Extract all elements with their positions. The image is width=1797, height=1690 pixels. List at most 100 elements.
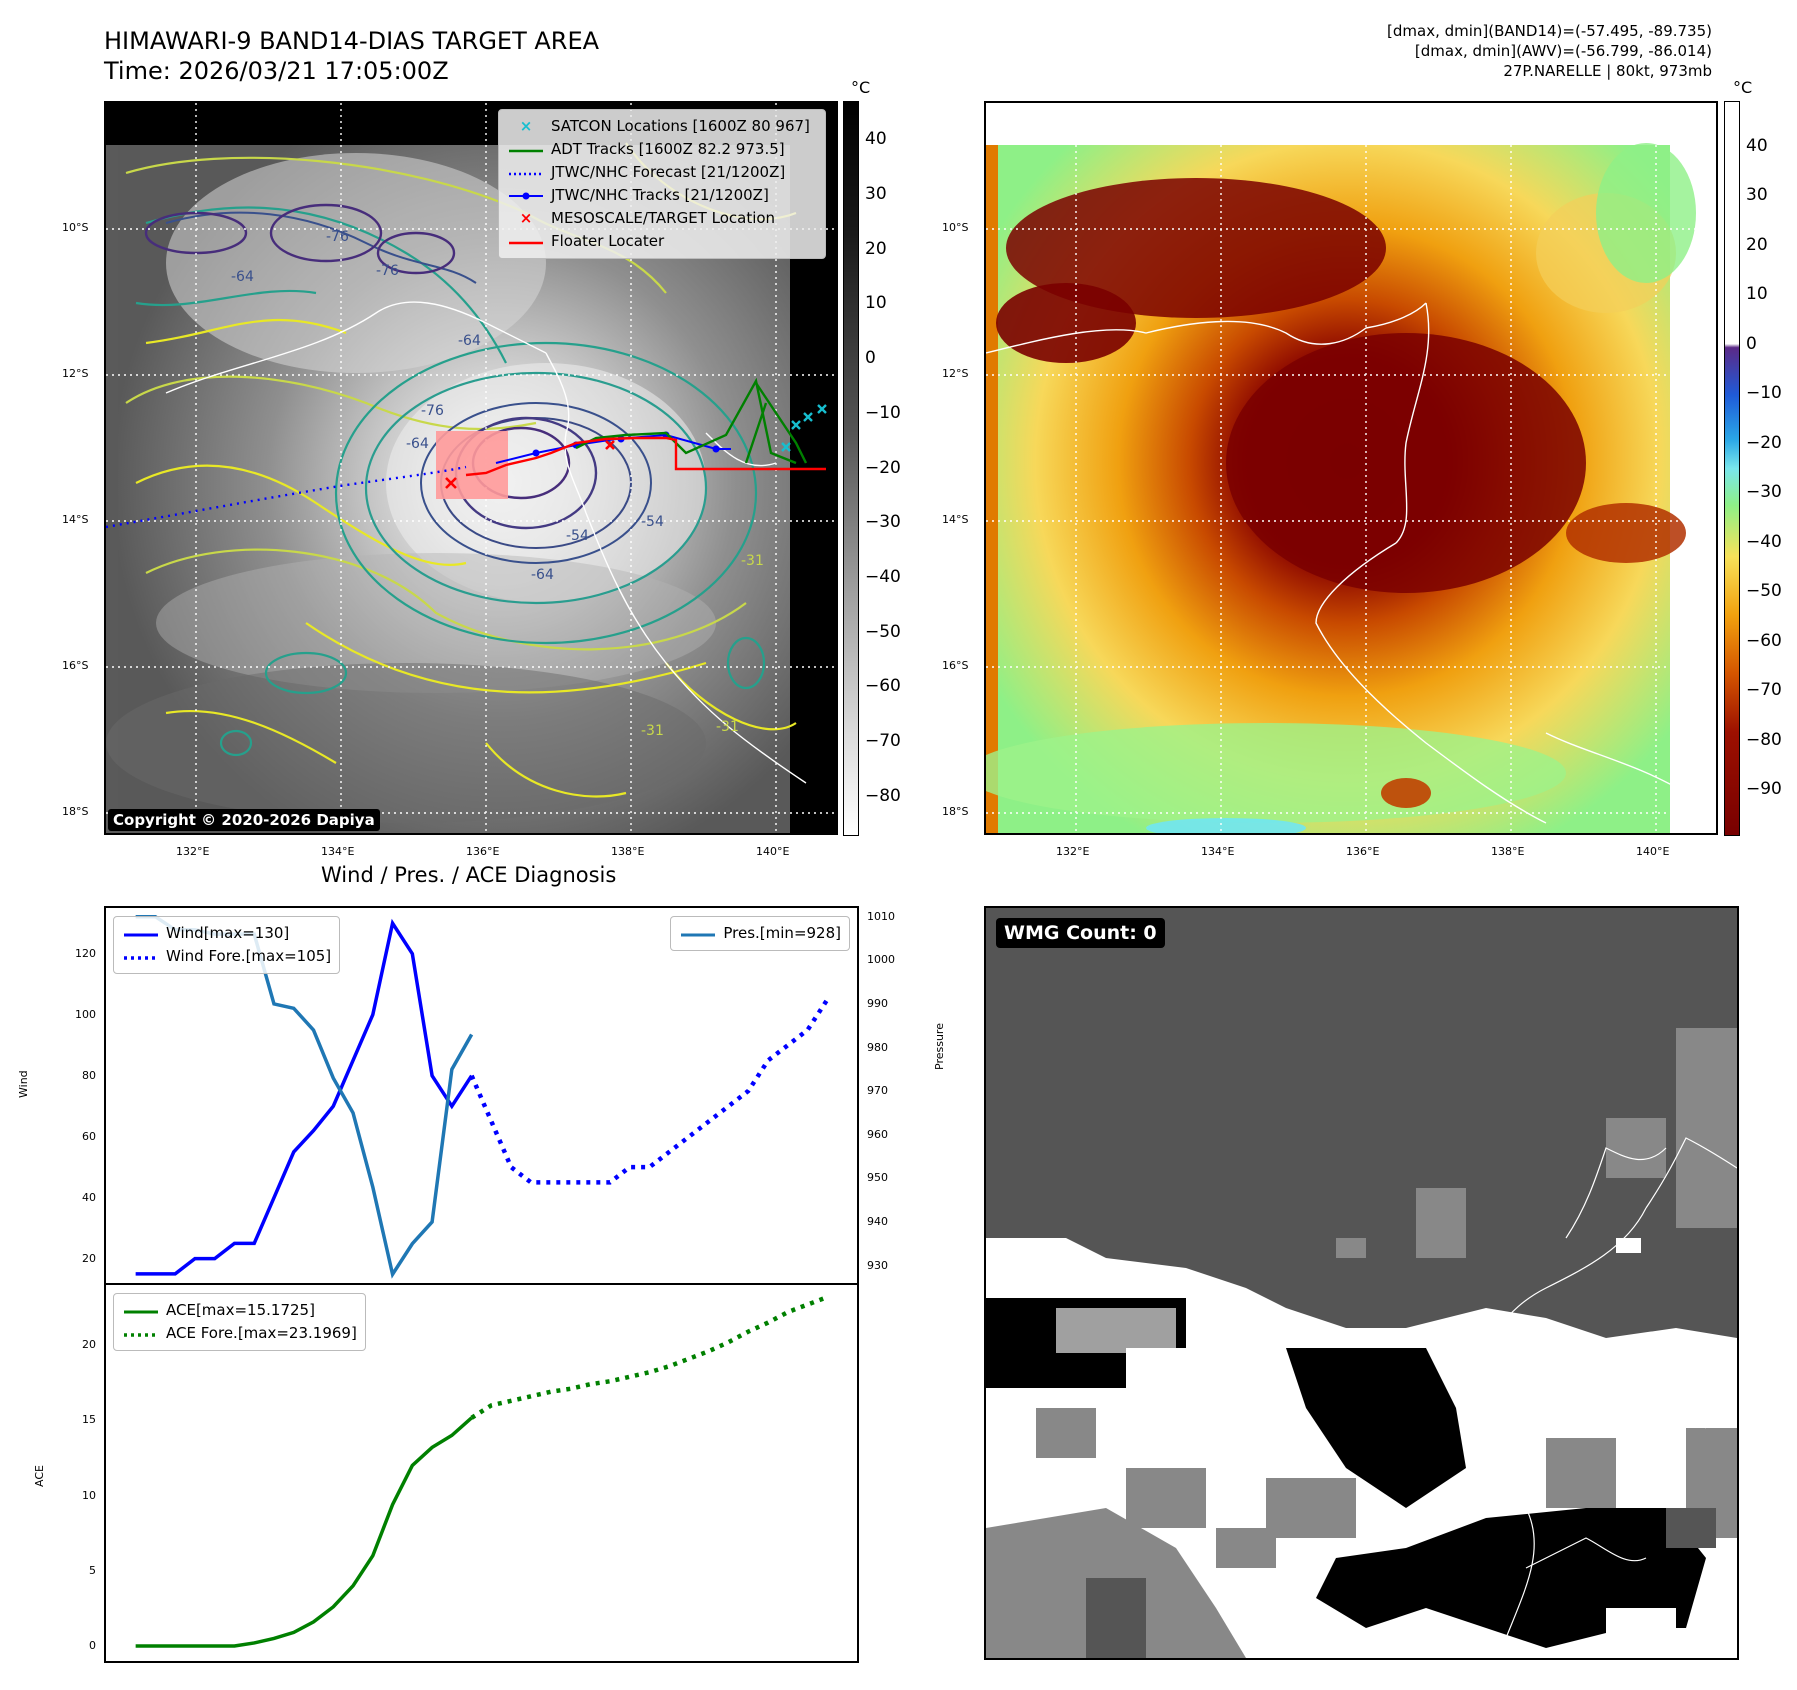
colorbar-tick: −80	[865, 785, 901, 806]
awv-range: [dmax, dmin](AWV)=(-56.799, -86.014)	[1414, 42, 1712, 60]
map-graticule	[986, 103, 1716, 833]
lat-tick: 18°S	[942, 805, 969, 818]
lat-tick: 10°S	[62, 221, 89, 234]
wmg-panel: WMG Count: 0	[984, 906, 1739, 1660]
x-marker-icon: ×	[519, 209, 533, 227]
axis-tick: 930	[867, 1258, 888, 1272]
dotted-line-icon	[122, 1322, 160, 1345]
gray-colorbar	[843, 101, 859, 836]
contour-label: -64	[406, 436, 429, 452]
axis-tick: 990	[867, 996, 888, 1010]
colorbar-tick: −80	[1746, 729, 1782, 750]
lon-tick: 138°E	[611, 845, 645, 858]
axis-tick: 1000	[867, 953, 895, 967]
colorbar-tick: −90	[1746, 779, 1782, 800]
axis-tick: 950	[867, 1171, 888, 1185]
lat-tick: 10°S	[942, 221, 969, 234]
colorbar-tick: −70	[865, 731, 901, 751]
legend-ace-forecast: ACE Fore.[max=23.1969]	[122, 1322, 357, 1345]
satcon-markers	[781, 404, 827, 452]
pressure-axis-label: Pressure	[933, 1023, 946, 1070]
colorbar-tick: −50	[865, 621, 901, 642]
wmg-image	[986, 908, 1737, 1658]
lat-tick: 14°S	[942, 513, 969, 526]
lat-tick: 14°S	[62, 513, 89, 526]
contour-label: -54	[641, 514, 664, 530]
wind-legend: Wind[max=130] Wind Fore.[max=105]	[113, 916, 341, 974]
colorbar-tick: −60	[1746, 630, 1782, 651]
axis-tick: 60	[82, 1129, 96, 1143]
axis-tick: 20	[82, 1338, 96, 1352]
axis-tick: 10	[82, 1488, 96, 1502]
axis-tick: 80	[82, 1068, 96, 1082]
lon-tick: 138°E	[1491, 845, 1525, 858]
legend-wind-forecast: Wind Fore.[max=105]	[122, 945, 331, 968]
wind-forecast-line	[469, 998, 830, 1185]
axis-tick: 1010	[867, 909, 895, 923]
colorbar-tick: 0	[1746, 333, 1757, 354]
wind-line	[135, 918, 474, 1276]
axis-tick: 120	[75, 946, 96, 960]
axis-tick: 5	[89, 1563, 96, 1577]
ace-plot	[135, 1294, 829, 1648]
main-title: HIMAWARI-9 BAND14-DIAS TARGET AREA	[104, 27, 600, 55]
pressure-legend: Pres.[min=928]	[670, 916, 850, 951]
axis-tick: 970	[867, 1084, 888, 1098]
lat-tick: 18°S	[62, 805, 89, 818]
colorbar-tick: 40	[865, 129, 887, 150]
lon-tick: 132°E	[176, 845, 210, 858]
contour-label: -76	[326, 229, 349, 245]
dotted-line-icon	[507, 161, 545, 184]
line-icon	[122, 922, 160, 945]
lat-tick: 16°S	[62, 659, 89, 672]
contour-label: -31	[716, 719, 739, 735]
lon-tick: 140°E	[1636, 845, 1670, 858]
colorbar-tick: −70	[1746, 680, 1782, 701]
wind-axis-label: Wind	[17, 1070, 30, 1098]
floater-track	[465, 436, 826, 477]
contour-label: -54	[566, 528, 589, 544]
ir-grayscale-map: -76 -76 -64 -64 -64 -54 -64 -54 -31 -31 …	[104, 101, 838, 835]
lon-tick: 140°E	[756, 845, 790, 858]
line-dot-icon	[507, 184, 545, 207]
wmg-count-badge: WMG Count: 0	[996, 918, 1165, 948]
contour-label: -76	[421, 403, 444, 419]
color-colorbar	[1724, 101, 1740, 836]
adt-track	[575, 377, 797, 465]
wind-pressure-panel: Wind[max=130] Wind Fore.[max=105] Pres.[…	[104, 906, 859, 1285]
legend-floater: Floater Locater	[507, 230, 817, 253]
legend-adt: ADT Tracks [1600Z 82.2 973.5]	[507, 138, 817, 161]
colorbar-tick: 20	[865, 238, 887, 259]
contour-label: -64	[231, 269, 254, 285]
ace-legend: ACE[max=15.1725] ACE Fore.[max=23.1969]	[113, 1293, 366, 1351]
ir-color-image	[986, 103, 1716, 833]
contour-label: -76	[376, 263, 399, 279]
legend-jtwc-tracks: JTWC/NHC Tracks [21/1200Z]	[507, 184, 817, 207]
colorbar-tick: −40	[1746, 531, 1782, 552]
legend-wind: Wind[max=130]	[122, 922, 331, 945]
ace-panel: ACE[max=15.1725] ACE Fore.[max=23.1969]	[104, 1283, 859, 1663]
line-icon	[507, 230, 545, 253]
colorbar-unit: °C	[1733, 78, 1753, 97]
line-icon	[679, 922, 717, 945]
axis-tick: 100	[75, 1007, 96, 1021]
diagnosis-title: Wind / Pres. / ACE Diagnosis	[321, 863, 617, 887]
storm-info: 27P.NARELLE | 80kt, 973mb	[1503, 62, 1712, 80]
axis-tick: 0	[89, 1638, 96, 1652]
colorbar-tick: 10	[1746, 284, 1768, 305]
x-marker-icon: ×	[519, 117, 533, 135]
ace-axis-label: ACE	[33, 1465, 46, 1487]
axis-tick: 960	[867, 1127, 888, 1141]
ir-color-map	[984, 101, 1718, 835]
colorbar-tick: −30	[865, 512, 901, 533]
legend-mesoscale: × MESOSCALE/TARGET Location	[507, 207, 817, 230]
colorbar-tick: 30	[865, 183, 887, 204]
colorbar-tick: −20	[865, 457, 901, 478]
lat-tick: 16°S	[942, 659, 969, 672]
colorbar-tick: −60	[865, 676, 901, 697]
ace-line	[135, 1416, 473, 1648]
contour-label: -64	[531, 567, 554, 583]
colorbar-tick: −30	[1746, 482, 1782, 503]
colorbar-tick: 0	[865, 348, 876, 369]
time-stamp: Time: 2026/03/21 17:05:00Z	[104, 57, 449, 85]
